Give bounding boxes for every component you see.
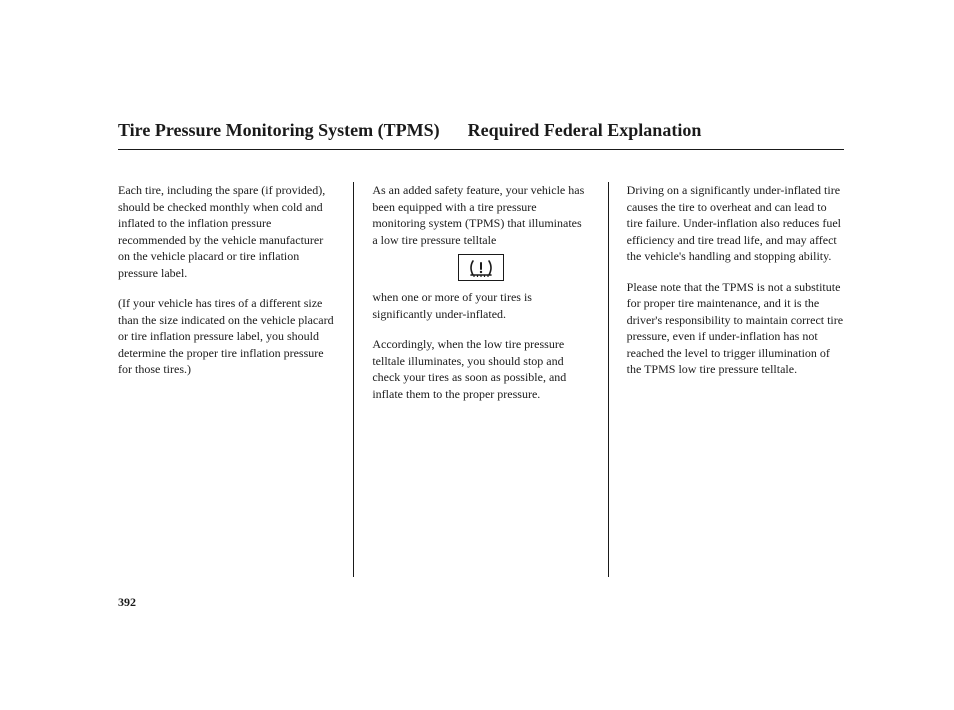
- col1-para1: Each tire, including the spare (if provi…: [118, 182, 335, 281]
- column-2: As an added safety feature, your vehicle…: [353, 182, 608, 577]
- col2-para2: when one or more of your tires is signif…: [372, 289, 589, 322]
- column-3: Driving on a significantly under-inflate…: [609, 182, 844, 577]
- col3-para1: Driving on a significantly under-inflate…: [627, 182, 844, 265]
- heading-right: Required Federal Explanation: [468, 120, 702, 141]
- col2-para1: As an added safety feature, your vehicle…: [372, 182, 589, 248]
- page-number: 392: [118, 595, 844, 610]
- col2-para3: Accordingly, when the low tire pressure …: [372, 336, 589, 402]
- manual-page: Tire Pressure Monitoring System (TPMS) R…: [0, 0, 954, 710]
- column-1: Each tire, including the spare (if provi…: [118, 182, 353, 577]
- body-columns: Each tire, including the spare (if provi…: [118, 182, 844, 577]
- page-heading: Tire Pressure Monitoring System (TPMS) R…: [118, 120, 844, 150]
- col1-para2: (If your vehicle has tires of a differen…: [118, 295, 335, 378]
- col3-para2: Please note that the TPMS is not a subst…: [627, 279, 844, 378]
- heading-left: Tire Pressure Monitoring System (TPMS): [118, 120, 440, 141]
- tpms-telltale-wrap: [372, 254, 589, 281]
- tpms-telltale-icon: [458, 254, 504, 281]
- tpms-icon-svg: [467, 258, 495, 278]
